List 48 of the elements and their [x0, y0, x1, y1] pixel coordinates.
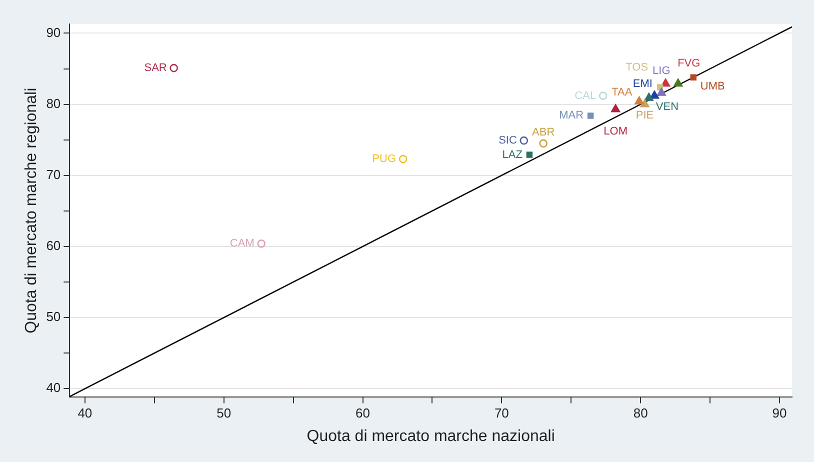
point — [674, 78, 683, 87]
series-label: LAZ — [502, 148, 523, 161]
y-tick-label: 40 — [46, 380, 61, 396]
point — [539, 139, 548, 148]
x-tick-label: 80 — [633, 406, 648, 421]
series-label: PUG — [372, 153, 396, 166]
y-tick-label: 60 — [46, 238, 61, 254]
series-label: LIG — [652, 64, 670, 77]
series-label: TOS — [626, 61, 648, 74]
point — [598, 92, 608, 100]
series-label: ABR — [532, 126, 555, 138]
x-axis-title: Quota di mercato marche nazionali — [306, 428, 555, 445]
y-axis-title: Quota di mercato marche regionali — [23, 88, 40, 334]
point — [587, 112, 594, 119]
y-tick-label: 90 — [46, 24, 61, 40]
point — [656, 88, 666, 96]
series-label: MAR — [559, 110, 584, 122]
series-label: CAM — [230, 238, 254, 250]
x-tick-label: 50 — [216, 406, 232, 421]
point — [644, 92, 654, 101]
point — [170, 64, 178, 72]
y-tick-label: 70 — [46, 166, 61, 182]
point — [520, 136, 528, 145]
series-label: VEN — [656, 100, 679, 113]
point — [650, 90, 660, 99]
x-tick-label: 40 — [78, 406, 92, 421]
series-label: SIC — [498, 134, 517, 147]
y-tick-label: 50 — [46, 309, 61, 324]
x-tick-label: 90 — [772, 406, 787, 421]
x-tick-label: 60 — [356, 406, 370, 421]
series-label: FVG — [678, 58, 700, 70]
point — [526, 152, 533, 158]
point — [634, 96, 644, 104]
point — [398, 154, 408, 164]
series-label: PIE — [636, 109, 654, 122]
point — [690, 74, 696, 80]
y-tick-label: 80 — [46, 96, 61, 111]
x-tick-label: 70 — [494, 406, 509, 421]
point — [640, 99, 650, 108]
point — [661, 78, 670, 87]
series-label: UMB — [700, 80, 725, 92]
point — [611, 104, 620, 112]
series-label: LOM — [604, 125, 628, 138]
series-label: EMI — [632, 78, 652, 90]
point — [257, 240, 266, 248]
series-label: TAA — [612, 86, 633, 99]
series-label: CAL — [574, 90, 596, 102]
series-label: SAR — [144, 62, 167, 74]
